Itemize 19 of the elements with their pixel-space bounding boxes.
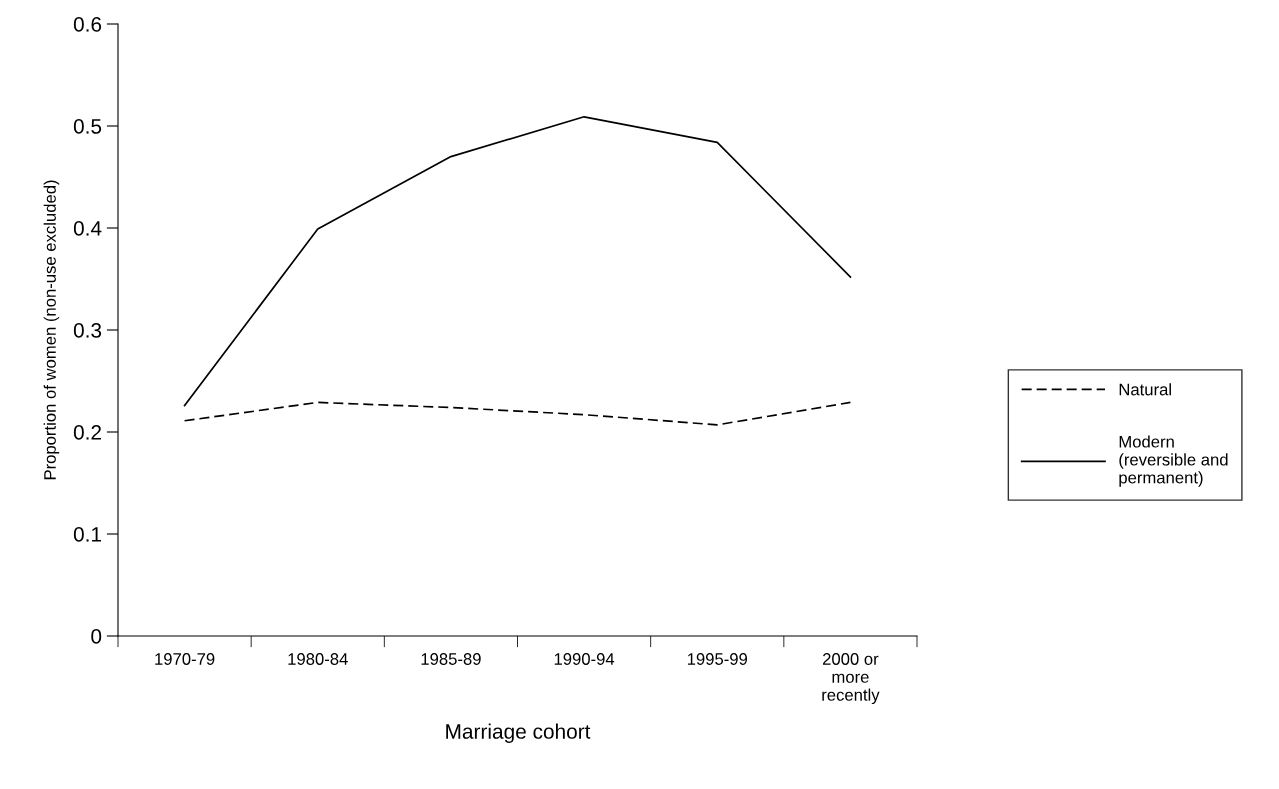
y-tick-label: 0.2 [73, 425, 101, 440]
y-tick-label: 0 [91, 629, 102, 644]
x-tick-label: 1995-99 [687, 653, 748, 665]
x-axis-title: Marriage cohort [446, 723, 591, 743]
x-tick-label: 1985-89 [421, 653, 481, 665]
line-series [183, 115, 852, 407]
x-tick-label: 2000 or more recently [822, 653, 880, 705]
legend-label: Natural [1119, 383, 1171, 396]
y-tick-label: 0.5 [73, 119, 102, 134]
legend-label: Modern (reversible and permanent) [1119, 435, 1228, 487]
y-tick-label: 0.3 [73, 323, 102, 338]
y-tick-label: 0.1 [73, 527, 102, 542]
x-tick-label: 1990-94 [554, 653, 615, 665]
y-tick-label: 0.4 [73, 221, 102, 236]
x-tick-label: 1980-84 [288, 653, 348, 665]
y-axis-title: Proportion of women (non-use excluded) [43, 180, 60, 480]
line-series [183, 401, 852, 426]
y-tick-label: 0.6 [73, 17, 102, 32]
x-tick-label: 1970-79 [155, 653, 215, 665]
